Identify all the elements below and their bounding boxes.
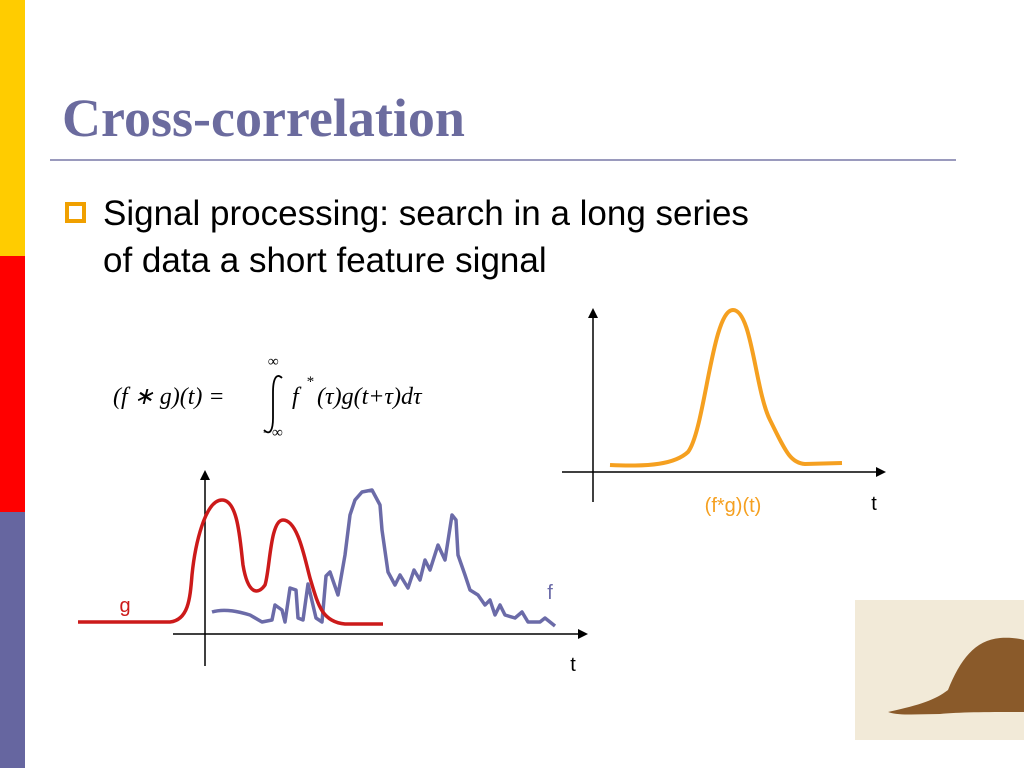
decorative-image [855, 600, 1024, 740]
formula-lhs: (f ∗ g)(t) = [113, 384, 225, 410]
signal-g [78, 498, 383, 626]
axis-arrow [588, 308, 598, 318]
correlation-curve [609, 307, 843, 468]
side-bar-yellow [0, 0, 25, 256]
formula-lower: −∞ [262, 425, 283, 441]
f-label: f [547, 582, 553, 604]
formula-star: * [306, 374, 314, 390]
bullet-text: Signal processing: search in a long seri… [103, 194, 749, 233]
bullet-text: of data a short feature signal [103, 241, 547, 280]
formula-rest: (τ)g(t+τ)dτ [317, 384, 423, 410]
side-bar-purple [0, 512, 25, 768]
axis-label: t [871, 493, 877, 515]
integral-sign [263, 375, 283, 434]
image-shape [888, 637, 1024, 715]
axis-arrow [876, 467, 886, 477]
axis-arrow [578, 629, 588, 639]
side-bar-red [0, 256, 25, 512]
axis-label: t [570, 654, 576, 676]
title: Cross-correlation [62, 88, 465, 148]
curve-label: (f*g)(t) [705, 495, 762, 517]
formula: (f ∗ g)(t) = ∞ −∞ f * (τ)g(t+τ)dτ [113, 354, 423, 441]
formula-upper: ∞ [268, 354, 279, 370]
signal-f [211, 488, 557, 628]
axis-arrow [200, 470, 210, 480]
bullet-marker [65, 202, 86, 223]
g-label: g [119, 595, 130, 617]
formula-integrand: f [292, 384, 302, 410]
